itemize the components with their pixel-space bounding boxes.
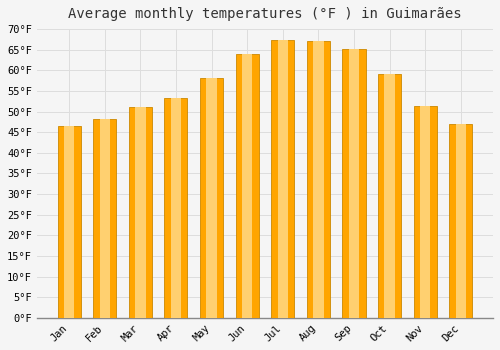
Bar <box>200 78 223 318</box>
Bar <box>170 98 181 318</box>
Bar <box>271 40 294 318</box>
Bar <box>348 49 359 318</box>
Bar <box>420 106 430 318</box>
Bar <box>414 106 436 318</box>
Bar <box>278 40 288 318</box>
Bar <box>342 49 365 318</box>
Bar <box>313 41 324 318</box>
Bar <box>384 75 394 318</box>
Bar <box>236 54 258 318</box>
Bar <box>206 78 216 318</box>
Bar <box>164 98 188 318</box>
Bar <box>128 107 152 318</box>
Bar <box>242 54 252 318</box>
Bar <box>449 124 472 318</box>
Bar <box>93 119 116 318</box>
Bar <box>135 107 145 318</box>
Bar <box>456 124 466 318</box>
Bar <box>58 126 80 318</box>
Bar <box>307 41 330 318</box>
Bar <box>378 75 401 318</box>
Title: Average monthly temperatures (°F ) in Guimarães: Average monthly temperatures (°F ) in Gu… <box>68 7 462 21</box>
Bar <box>64 126 74 318</box>
Bar <box>100 119 110 318</box>
